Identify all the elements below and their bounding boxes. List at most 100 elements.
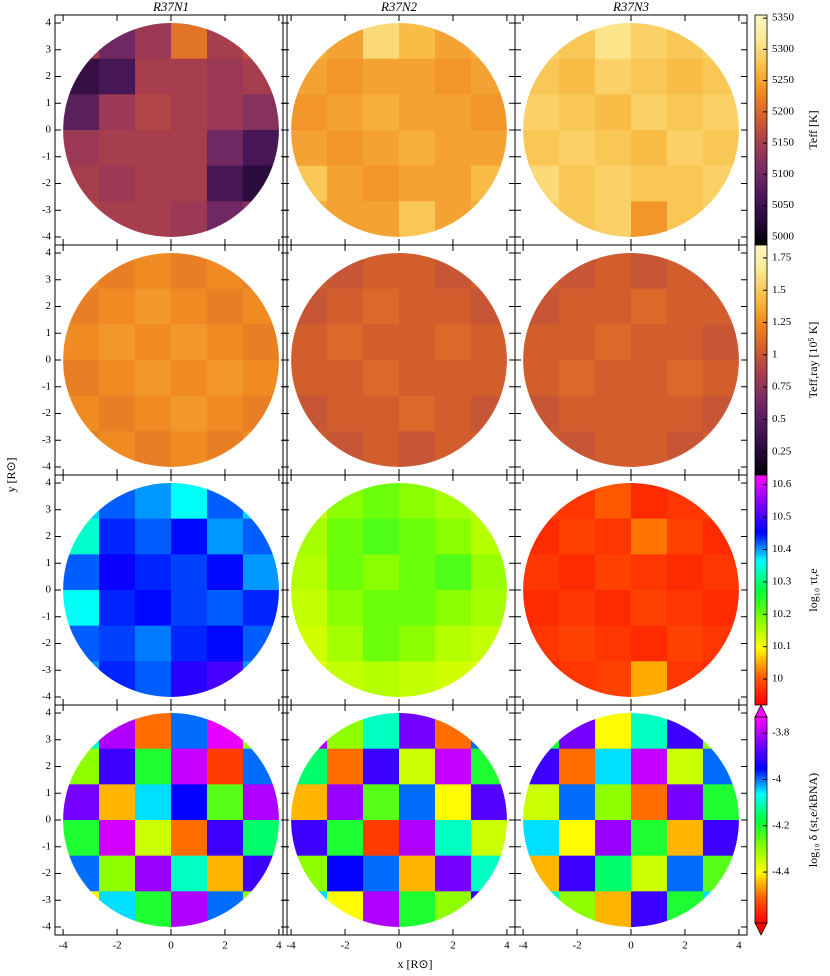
cell xyxy=(291,165,328,202)
cell xyxy=(327,590,364,627)
cell xyxy=(559,518,596,555)
cell xyxy=(631,94,668,131)
cell xyxy=(702,288,739,325)
cell xyxy=(291,288,328,325)
colorbar-tick-label: 10.1 xyxy=(772,640,791,652)
cell xyxy=(363,360,400,397)
cell xyxy=(206,288,244,325)
colorbar-tick-label: 1.75 xyxy=(772,251,792,263)
cell xyxy=(399,784,436,821)
cell xyxy=(595,483,632,520)
cell xyxy=(702,165,739,202)
cell xyxy=(99,360,136,397)
cell xyxy=(171,395,208,432)
cell xyxy=(327,625,364,662)
cell xyxy=(666,590,704,627)
colorbar-extend xyxy=(754,704,768,718)
y-tick-label: 1 xyxy=(46,97,52,109)
cell xyxy=(559,324,596,361)
cell xyxy=(171,288,208,325)
cell xyxy=(291,820,328,857)
cell xyxy=(206,554,244,591)
cell xyxy=(171,820,208,857)
cell xyxy=(399,23,436,60)
y-tick-label: 2 xyxy=(46,760,52,772)
cell xyxy=(327,483,364,520)
cell xyxy=(399,891,436,927)
cell xyxy=(291,554,328,591)
colorbar-tick-label: 10.5 xyxy=(772,511,792,523)
cell xyxy=(523,625,560,662)
cell xyxy=(206,395,244,432)
cell xyxy=(327,748,364,785)
cell xyxy=(434,253,472,290)
cell xyxy=(242,748,279,785)
cell xyxy=(399,590,436,627)
column-title: R37N2 xyxy=(380,0,418,14)
cell xyxy=(470,94,507,131)
cell xyxy=(327,130,364,167)
cell xyxy=(242,855,279,892)
cell xyxy=(559,360,596,397)
cell xyxy=(399,820,436,857)
x-tick-label: 0 xyxy=(628,940,634,952)
heatmap xyxy=(63,483,279,697)
heatmap xyxy=(291,713,507,927)
column-title: R37N3 xyxy=(612,0,650,14)
y-tick-label: 4 xyxy=(46,17,52,29)
cell xyxy=(291,518,328,555)
cell xyxy=(135,554,172,591)
cell xyxy=(470,324,507,361)
colorbar-label: log₁₀ τt,e xyxy=(806,568,820,611)
cell xyxy=(363,891,400,927)
heatmap xyxy=(291,23,507,237)
cell xyxy=(206,518,244,555)
y-tick-label: -4 xyxy=(42,921,52,933)
cell xyxy=(399,855,436,892)
cell xyxy=(63,661,100,697)
cell xyxy=(666,820,704,857)
cell xyxy=(559,165,596,202)
cell xyxy=(63,784,100,821)
cell xyxy=(171,201,208,237)
colorbar-tick-label: -4 xyxy=(772,773,782,785)
cell xyxy=(63,360,100,397)
cell xyxy=(327,713,364,750)
cell xyxy=(171,625,208,662)
cell xyxy=(242,201,279,237)
x-tick-label: 0 xyxy=(168,940,174,952)
y-tick-label: 0 xyxy=(46,354,52,366)
cell xyxy=(206,590,244,627)
cell xyxy=(523,253,560,290)
cell xyxy=(702,58,739,95)
cell xyxy=(523,855,560,892)
cell xyxy=(99,713,136,750)
colorbar-label: Teff [K] xyxy=(806,110,820,149)
cell xyxy=(63,288,100,325)
cell xyxy=(171,165,208,202)
cell xyxy=(135,661,172,697)
cell xyxy=(470,820,507,857)
cell xyxy=(135,94,172,131)
cell xyxy=(327,58,364,95)
cell xyxy=(470,431,507,467)
cell xyxy=(99,324,136,361)
y-tick-label: -3 xyxy=(42,204,52,216)
cell xyxy=(171,784,208,821)
cell xyxy=(171,58,208,95)
y-tick-label: 4 xyxy=(46,247,52,259)
cell xyxy=(702,625,739,662)
cell xyxy=(99,855,136,892)
cell xyxy=(666,94,704,131)
cell xyxy=(702,360,739,397)
cell xyxy=(135,590,172,627)
y-tick-label: -4 xyxy=(42,231,52,243)
cell xyxy=(470,748,507,785)
cell xyxy=(523,58,560,95)
cell xyxy=(63,713,100,750)
y-tick-label: 3 xyxy=(46,273,52,285)
cell xyxy=(559,554,596,591)
cell xyxy=(702,661,739,697)
x-tick-label: 2 xyxy=(450,940,456,952)
